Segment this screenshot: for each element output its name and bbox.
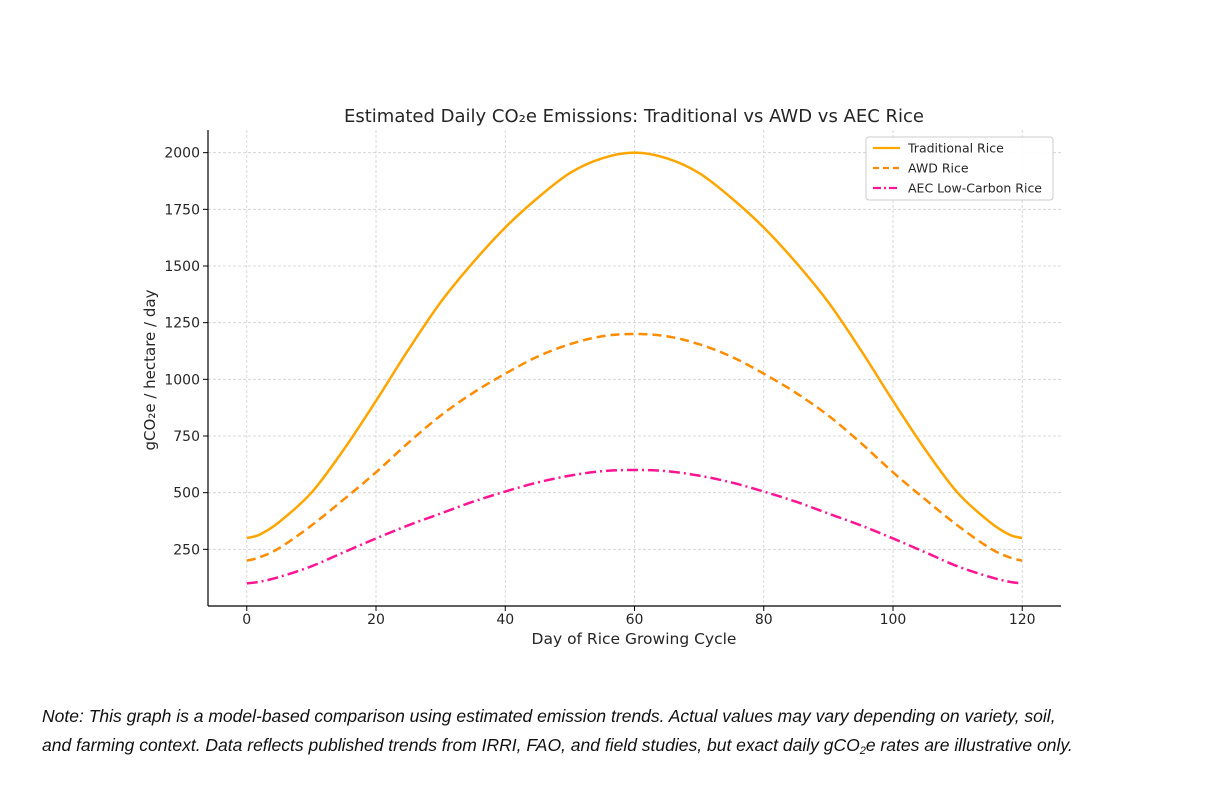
grid-lines bbox=[208, 130, 1061, 606]
x-tick-label: 120 bbox=[1009, 612, 1036, 628]
x-tick-label: 100 bbox=[880, 612, 907, 628]
x-tick-label: 80 bbox=[755, 612, 773, 628]
series-line-1 bbox=[246, 332, 1023, 562]
footnote-line-2-text: and farming context. Data reflects publi… bbox=[42, 735, 860, 755]
series-lines bbox=[246, 151, 1023, 585]
y-tick-label: 1250 bbox=[164, 316, 200, 332]
footnote-line-2: and farming context. Data reflects publi… bbox=[42, 731, 1192, 766]
x-tick-label: 20 bbox=[367, 612, 385, 628]
x-tick-label: 0 bbox=[242, 612, 251, 628]
footnote-line-1: Note: This graph is a model-based compar… bbox=[42, 706, 1056, 726]
footnote-subscript: 2 bbox=[859, 745, 866, 757]
x-tick-label: 40 bbox=[496, 612, 514, 628]
chart-title: Estimated Daily CO₂e Emissions: Traditio… bbox=[344, 106, 924, 127]
y-tick-label: 500 bbox=[173, 486, 200, 502]
x-tick-label: 60 bbox=[626, 612, 644, 628]
y-ticks: 250 500 750 1000 1250 1500 1750 2000 bbox=[164, 146, 208, 558]
series-line-2 bbox=[246, 468, 1023, 585]
y-tick-label: 750 bbox=[173, 429, 200, 445]
legend-box bbox=[865, 136, 1054, 201]
y-tick-label: 1750 bbox=[164, 202, 200, 218]
footnote-line-2-end: e rates are illustrative only. bbox=[865, 735, 1073, 755]
x-axis-label: Day of Rice Growing Cycle bbox=[532, 630, 737, 648]
y-tick-label: 2000 bbox=[164, 146, 200, 162]
series-line-0 bbox=[246, 151, 1023, 540]
y-tick-label: 1500 bbox=[164, 259, 200, 275]
legend-label-1: AWD Rice bbox=[908, 161, 969, 176]
y-tick-label: 1000 bbox=[164, 372, 200, 388]
footnote: Note: This graph is a model-based compar… bbox=[42, 702, 1192, 766]
legend: Traditional Rice AWD Rice AEC Low-Carbon R… bbox=[865, 136, 1054, 201]
emissions-chart: 0 20 40 60 80 100 120 250 500 750 1000 1250 1500 175… bbox=[141, 106, 1061, 648]
y-tick-label: 250 bbox=[173, 542, 200, 558]
legend-label-2: AEC Low-Carbon Rice bbox=[908, 181, 1042, 196]
y-axis-label: gCO₂e / hectare / day bbox=[141, 289, 159, 450]
legend-label-0: Traditional Rice bbox=[907, 141, 1004, 156]
x-ticks: 0 20 40 60 80 100 120 bbox=[242, 606, 1036, 628]
